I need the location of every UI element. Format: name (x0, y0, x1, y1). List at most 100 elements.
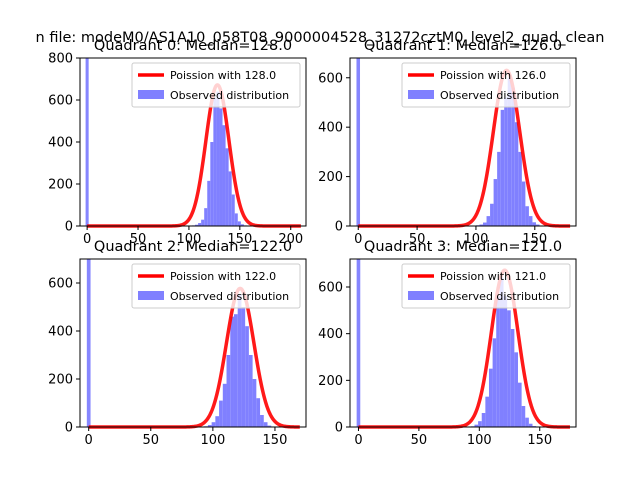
quadrant-title: Quadrant 1: Median=126.0 (364, 38, 562, 54)
histogram-bar (263, 422, 268, 427)
legend-hist-label: Observed distribution (440, 290, 559, 303)
histogram-bar (481, 413, 486, 427)
histogram-bar (240, 224, 244, 226)
y-tick-label: 200 (318, 374, 343, 389)
quadrant-1-panel: 0 50 100 150 0 200 400 600 Quadrant 1: Median=12… (318, 38, 577, 247)
histogram-bar (532, 222, 536, 226)
histogram-bar (219, 400, 223, 427)
zero-spike-bar (85, 58, 89, 226)
y-tick-label: 400 (318, 121, 343, 136)
y-tick-label: 0 (65, 220, 73, 235)
histogram-bar (492, 338, 497, 427)
histogram-bar (237, 295, 242, 427)
histogram-bar (219, 108, 223, 226)
histogram-bar (211, 422, 216, 427)
x-tick-label: 100 (200, 433, 225, 448)
histogram-bar (222, 383, 227, 427)
legend-hist-swatch (138, 90, 164, 99)
histogram-bar (521, 181, 526, 226)
y-tick-label: 600 (318, 281, 343, 296)
x-tick-label: 200 (278, 232, 303, 247)
histogram-bar (528, 216, 533, 226)
histogram-bar (510, 329, 515, 427)
histogram-bar (499, 277, 504, 427)
y-tick-label: 800 (48, 52, 73, 67)
y-tick-label: 600 (48, 277, 73, 292)
legend-box (401, 263, 571, 309)
quadrant-title: Quadrant 2: Median=122.0 (94, 239, 292, 255)
histogram-bar (496, 296, 500, 427)
histogram-bar (514, 352, 518, 427)
histogram-bar (231, 194, 235, 226)
x-tick-label: 50 (130, 232, 147, 247)
zero-spike-bar (356, 259, 361, 427)
histogram-bar (226, 355, 231, 427)
legend-hist-label: Observed distribution (440, 89, 559, 102)
x-tick-label: 0 (354, 232, 362, 247)
axes-frame (79, 258, 307, 428)
legend-fit-label: Poission with 122.0 (170, 270, 276, 283)
histogram-bar (237, 221, 241, 226)
x-tick-label: 0 (354, 433, 362, 448)
legend-hist-swatch (408, 291, 434, 300)
y-tick-label: 0 (335, 421, 343, 436)
histogram-bar (511, 87, 515, 226)
x-tick-label: 100 (177, 232, 202, 247)
legend-hist-label: Observed distribution (170, 290, 289, 303)
histogram-bar (521, 406, 526, 427)
histogram-bar (216, 91, 220, 226)
axes-frame (349, 57, 577, 227)
histogram-bar (225, 148, 229, 226)
x-tick-label: 50 (409, 232, 426, 247)
histogram-bar (497, 151, 501, 226)
x-tick-label: 0 (83, 232, 91, 247)
y-tick-label: 200 (48, 373, 73, 388)
histogram-bar (474, 424, 479, 427)
histogram-bar (195, 224, 199, 226)
legend-hist-swatch (408, 90, 434, 99)
histogram-bar (490, 203, 494, 226)
legend-box (131, 62, 301, 108)
histogram-bar (507, 77, 512, 226)
axes-frame (349, 258, 577, 428)
legend-hist-swatch (138, 291, 164, 300)
histogram-bar (535, 224, 540, 226)
histogram-bar (486, 216, 491, 226)
histogram-bar (518, 151, 522, 226)
x-tick-label: 50 (143, 433, 160, 448)
y-tick-label: 600 (318, 71, 343, 86)
histogram-bar (525, 417, 529, 427)
histogram-bar (504, 97, 508, 226)
histogram-bar (256, 398, 261, 427)
quadrant-0-panel: 0 50 100 150 200 0 200 400 600 800 Quadrant 0: Med… (48, 38, 307, 247)
legend-box (401, 62, 571, 108)
histogram-bar (260, 415, 264, 427)
histogram-bar (503, 296, 508, 427)
x-tick-label: 100 (467, 433, 492, 448)
histogram-bar (204, 208, 208, 226)
histogram-bar (525, 206, 529, 226)
quadrant-title: Quadrant 3: Median=121.0 (364, 239, 562, 255)
legend-hist-label: Observed distribution (170, 89, 289, 102)
poisson-fit-line (87, 286, 301, 429)
y-tick-label: 0 (65, 421, 73, 436)
histogram-bar (517, 382, 522, 427)
y-tick-label: 600 (48, 94, 73, 109)
y-tick-label: 400 (48, 325, 73, 340)
histogram-bar (210, 142, 214, 226)
histogram-bar (485, 396, 489, 427)
histogram-bar (514, 122, 519, 226)
zero-spike-bar (356, 58, 361, 226)
x-tick-label: 0 (85, 433, 93, 448)
histogram-bar (207, 425, 212, 427)
x-tick-label: 150 (522, 232, 547, 247)
y-tick-label: 0 (335, 220, 343, 235)
histogram-bar (252, 379, 257, 427)
x-tick-label: 150 (263, 433, 288, 448)
histogram-bar (483, 222, 487, 226)
histogram-bar (507, 310, 511, 427)
legend-fit-label: Poission with 126.0 (440, 69, 546, 82)
histogram-bar (234, 213, 238, 226)
legend-fit-label: Poission with 121.0 (440, 270, 546, 283)
